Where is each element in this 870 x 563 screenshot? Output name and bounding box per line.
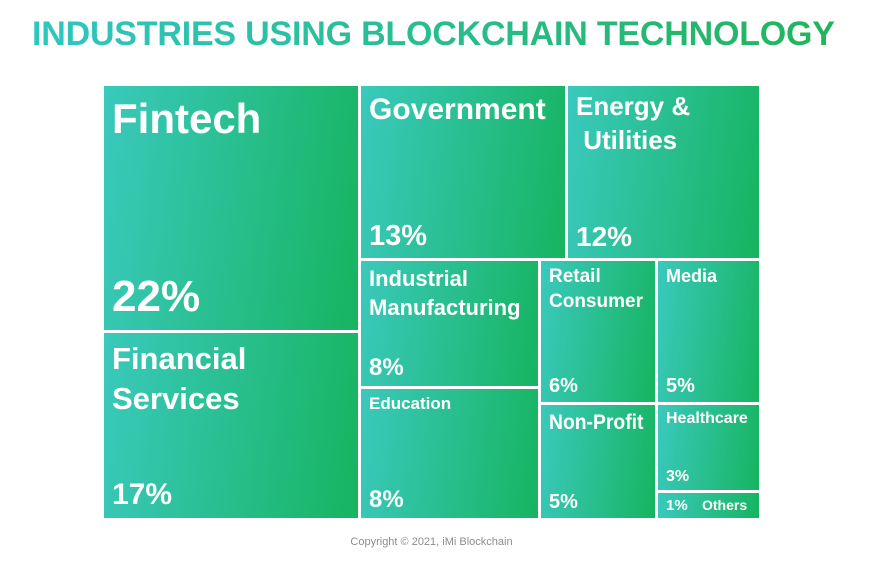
- copyright-text: Copyright © 2021, iMi Blockchain: [350, 536, 513, 548]
- cell-percent: 17%: [112, 478, 173, 511]
- cell-percent: 22%: [112, 272, 201, 321]
- cell-percent: 5%: [666, 375, 695, 397]
- page-title: INDUSTRIES USING BLOCKCHAIN TECHNOLOGY: [32, 15, 835, 53]
- cell-percent: 6%: [549, 375, 578, 397]
- cell-percent: 12%: [576, 221, 633, 252]
- treemap-cell-fintech: Fintech 22%: [104, 86, 358, 330]
- cell-percent: 5%: [549, 491, 578, 513]
- cell-label: Others: [702, 497, 748, 514]
- treemap-cell-media: Media 5%: [658, 261, 759, 402]
- treemap-cell-industrial-manufacturing: Industrial Manufacturing 8%: [361, 261, 538, 386]
- treemap: Fintech 22% Financial Services 17% Governmen…: [104, 86, 759, 518]
- treemap-cell-retail-consumer: Retail Consumer 6%: [541, 261, 655, 402]
- treemap-cell-education: Education 8%: [361, 389, 538, 518]
- treemap-cell-non-profit: Non-Profit 5%: [541, 405, 655, 518]
- cell-percent: 13%: [369, 220, 428, 252]
- treemap-cell-government: Government 13%: [361, 86, 565, 258]
- cell-label: Non-Profit: [549, 411, 644, 434]
- cell-label: Retail Consumer: [549, 266, 643, 312]
- cell-label: Media: [666, 266, 718, 286]
- cell-label: Financial Services: [112, 341, 247, 417]
- treemap-cell-healthcare: Healthcare 3%: [658, 405, 759, 490]
- cell-label: Energy & Utilities: [576, 91, 691, 155]
- treemap-cell-others: Others 1%: [658, 493, 759, 518]
- treemap-cell-financial-services: Financial Services 17%: [104, 333, 358, 518]
- cell-percent: 3%: [666, 468, 690, 485]
- cell-label: Fintech: [112, 95, 262, 142]
- treemap-cell-energy-utilities: Energy & Utilities 12%: [568, 86, 759, 258]
- cell-percent: 1%: [666, 497, 688, 514]
- cell-label: Government: [369, 93, 546, 126]
- cell-percent: 8%: [369, 354, 404, 381]
- cell-label: Industrial Manufacturing: [369, 266, 521, 320]
- cell-label: Healthcare: [666, 410, 748, 427]
- cell-percent: 8%: [369, 486, 404, 513]
- cell-label: Education: [369, 394, 452, 413]
